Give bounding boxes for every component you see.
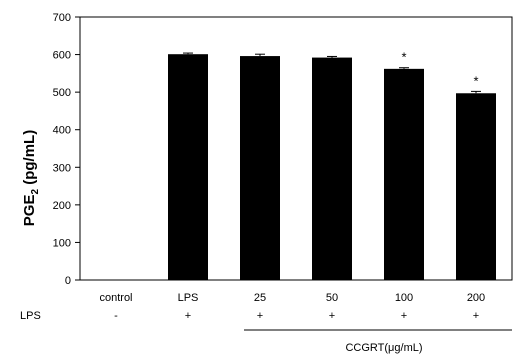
significance-mark: * bbox=[473, 73, 478, 88]
y-tick-label: 600 bbox=[53, 50, 71, 62]
lps-sign: + bbox=[257, 310, 263, 322]
bars: ** bbox=[168, 50, 496, 281]
group-label: CCGRT(μg/mL) bbox=[345, 342, 422, 354]
lps-sign: + bbox=[473, 310, 479, 322]
y-tick-label: 300 bbox=[53, 162, 71, 174]
category-labels: control LPS 25 50 100 200 bbox=[99, 292, 485, 304]
y-tick-label: 500 bbox=[53, 87, 71, 99]
y-tick-label: 400 bbox=[53, 125, 71, 137]
y-ticks: 0 100 200 300 400 500 600 700 bbox=[53, 12, 80, 287]
lps-sign: + bbox=[401, 310, 407, 322]
bar bbox=[456, 93, 496, 281]
bar bbox=[384, 68, 424, 280]
x-tick-label: LPS bbox=[178, 292, 199, 304]
bar bbox=[168, 54, 208, 281]
y-tick-label: 100 bbox=[53, 237, 71, 249]
lps-sign: + bbox=[185, 310, 191, 322]
y-tick-label: 700 bbox=[53, 12, 71, 24]
lps-sign: - bbox=[114, 310, 118, 322]
lps-row-label: LPS bbox=[20, 310, 41, 322]
axes bbox=[79, 16, 513, 281]
lps-sign: + bbox=[329, 310, 335, 322]
plot-frame bbox=[79, 16, 513, 281]
x-tick-label: 100 bbox=[395, 292, 413, 304]
x-tick-label: control bbox=[99, 292, 132, 304]
significance-mark: * bbox=[401, 50, 406, 65]
y-tick-label: 0 bbox=[65, 275, 71, 287]
lps-row: LPS - + + + + + bbox=[20, 310, 479, 322]
x-tick-label: 50 bbox=[326, 292, 338, 304]
y-tick-label: 200 bbox=[53, 200, 71, 212]
x-tick-label: 25 bbox=[254, 292, 266, 304]
bar bbox=[240, 56, 280, 281]
y-axis-label: PGE2 (pg/mL) bbox=[21, 130, 41, 226]
bar bbox=[312, 57, 352, 280]
x-tick-label: 200 bbox=[467, 292, 485, 304]
